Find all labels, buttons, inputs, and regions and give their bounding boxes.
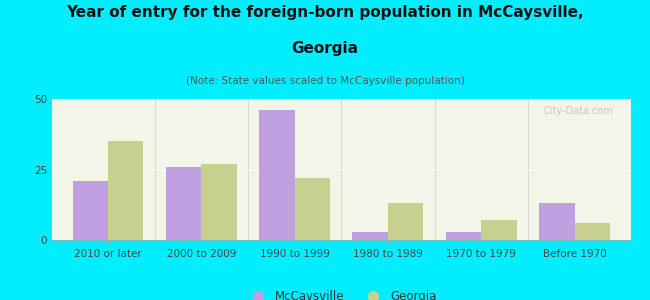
Bar xyxy=(108,141,144,240)
Bar xyxy=(388,203,423,240)
Legend: McCaysville, Georgia: McCaysville, Georgia xyxy=(241,285,441,300)
Bar xyxy=(294,178,330,240)
Text: (Note: State values scaled to McCaysville population): (Note: State values scaled to McCaysvill… xyxy=(186,76,464,86)
Text: City-Data.com: City-Data.com xyxy=(543,106,613,116)
Bar xyxy=(446,232,481,240)
Text: Year of entry for the foreign-born population in McCaysville,: Year of entry for the foreign-born popul… xyxy=(66,4,584,20)
Bar xyxy=(539,203,575,240)
Bar xyxy=(73,181,108,240)
Bar xyxy=(202,164,237,240)
Bar xyxy=(575,223,610,240)
Bar xyxy=(481,220,517,240)
Bar xyxy=(259,110,294,240)
Text: Georgia: Georgia xyxy=(291,40,359,56)
Bar xyxy=(352,232,388,240)
Bar xyxy=(166,167,202,240)
